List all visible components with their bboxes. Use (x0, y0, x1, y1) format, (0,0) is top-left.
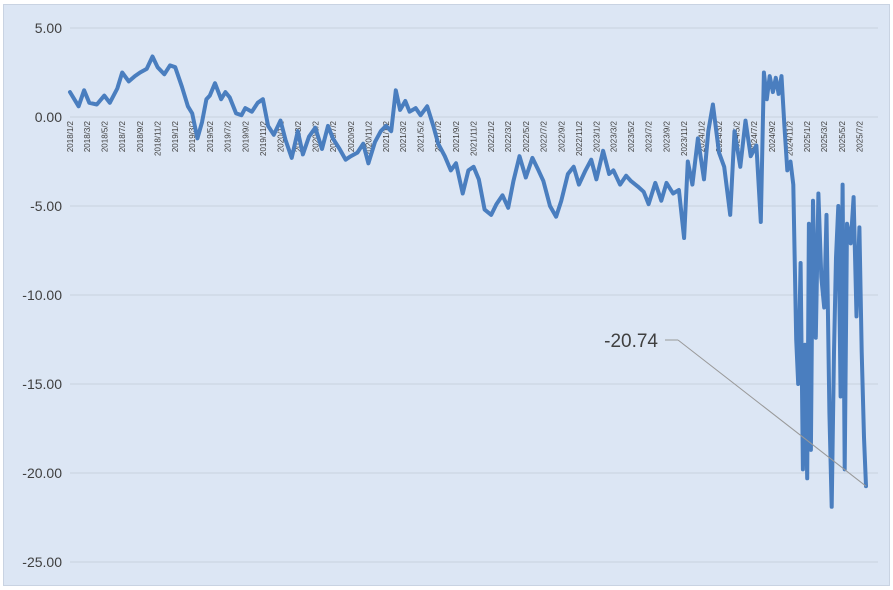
x-tick-label: 2021/1/2 (382, 120, 391, 152)
y-tick-label: -25.00 (22, 554, 62, 570)
x-tick-label: 2022/9/2 (557, 120, 566, 152)
x-tick-label: 2024/7/2 (750, 120, 759, 152)
x-tick-label: 2022/7/2 (539, 120, 548, 152)
x-tick-label: 2024/9/2 (768, 120, 777, 152)
x-tick-label: 2024/11/2 (786, 120, 795, 156)
x-tick-label: 2023/1/2 (592, 120, 601, 152)
x-tick-label: 2023/7/2 (645, 120, 654, 152)
x-tick-label: 2018/9/2 (136, 120, 145, 152)
x-tick-label: 2022/3/2 (504, 120, 513, 152)
x-tick-label: 2019/7/2 (223, 120, 232, 152)
x-tick-label: 2019/5/2 (206, 120, 215, 152)
x-tick-label: 2025/3/2 (820, 120, 829, 152)
y-tick-label: -15.00 (22, 376, 62, 392)
x-tick-label: 2025/7/2 (855, 120, 864, 152)
annotation-leader (677, 339, 867, 487)
x-tick-label: 2024/3/2 (715, 120, 724, 152)
x-tick-label: 2020/1/2 (276, 120, 285, 152)
x-tick-label: 2023/5/2 (627, 120, 636, 152)
x-tick-label: 2021/9/2 (452, 120, 461, 152)
data-label: -20.74 (604, 331, 658, 352)
x-tick-label: 2022/5/2 (522, 120, 531, 152)
y-tick-label: -20.00 (22, 465, 62, 481)
x-tick-label: 2018/3/2 (83, 120, 92, 152)
x-tick-label: 2021/5/2 (417, 120, 426, 152)
x-tick-label: 2020/11/2 (364, 120, 373, 156)
y-tick-label: 5.00 (35, 20, 62, 36)
x-tick-label: 2024/1/2 (698, 120, 707, 152)
y-tick-label: 0.00 (35, 109, 62, 125)
x-tick-label: 2025/1/2 (803, 120, 812, 152)
x-tick-label: 2023/11/2 (680, 120, 689, 156)
x-tick-label: 2023/9/2 (662, 120, 671, 152)
x-tick-label: 2020/9/2 (347, 120, 356, 152)
x-tick-label: 2021/3/2 (399, 120, 408, 152)
x-tick-label: 2020/5/2 (311, 120, 320, 152)
x-tick-label: 2025/5/2 (838, 120, 847, 152)
x-tick-label: 2021/11/2 (470, 120, 479, 156)
x-tick-label: 2019/3/2 (188, 120, 197, 152)
x-tick-label: 2019/9/2 (241, 120, 250, 152)
y-tick-label: -5.00 (30, 198, 62, 214)
x-tick-label: 2018/5/2 (101, 120, 110, 152)
x-tick-label: 2023/3/2 (609, 120, 618, 152)
x-tick-label: 2021/7/2 (434, 120, 443, 152)
y-tick-label: -10.00 (22, 287, 62, 303)
x-tick-label: 2018/7/2 (118, 120, 127, 152)
x-tick-label: 2019/11/2 (259, 120, 268, 156)
x-tick-label: 2019/1/2 (171, 120, 180, 152)
series-line (68, 54, 868, 509)
x-tick-label: 2022/1/2 (487, 120, 496, 152)
x-tick-label: 2018/1/2 (66, 120, 75, 152)
x-tick-label: 2022/11/2 (575, 120, 584, 156)
x-tick-label: 2018/11/2 (154, 120, 163, 156)
